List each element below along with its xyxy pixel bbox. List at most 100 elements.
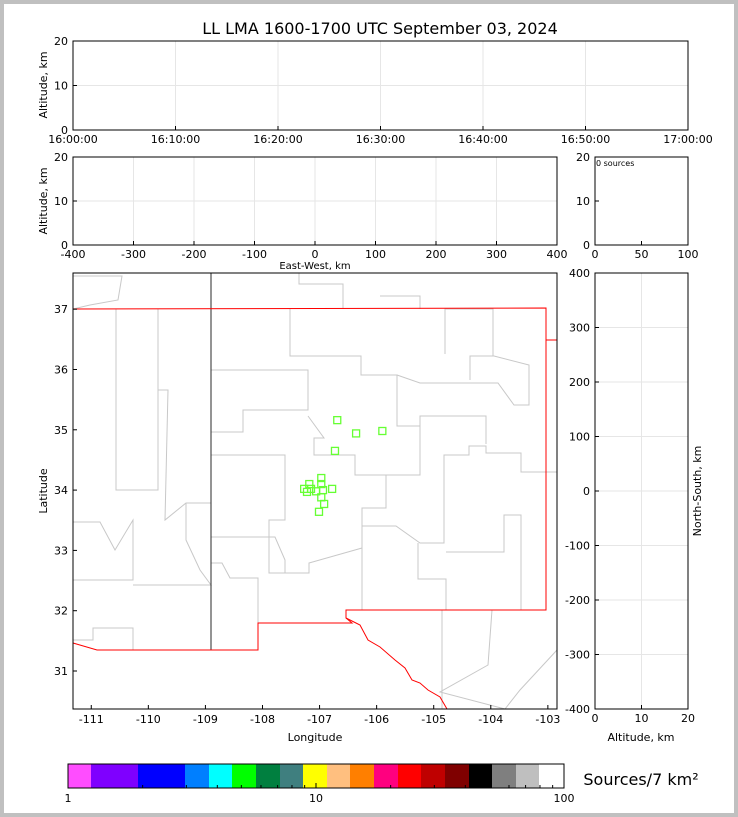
time-panel-ytick-label: 0 (61, 124, 68, 137)
lightning-source-marker (317, 473, 326, 483)
lightning-source-marker (333, 415, 342, 425)
colorbar-segment (374, 764, 398, 788)
map-xtick-label: -103 (535, 713, 560, 726)
county-border (211, 536, 286, 573)
county-border (211, 369, 309, 433)
county-border (115, 309, 159, 491)
colorbar-segment (209, 764, 232, 788)
ns-panel-xtick-label: 0 (592, 712, 599, 725)
colorbar-segment (280, 764, 303, 788)
ew-panel-xtick-label: 100 (365, 248, 386, 261)
county-border (133, 503, 212, 586)
hist-panel-bg (595, 157, 688, 245)
ew-panel-ytick-label: 10 (54, 195, 68, 208)
county-border (380, 295, 421, 309)
time-panel-xtick-label: 16:20:00 (253, 133, 302, 146)
colorbar-tick-label: 1 (65, 792, 72, 805)
lightning-source-marker (314, 507, 324, 516)
ew-panel-ytick-label: 0 (61, 239, 68, 252)
panel-frame (72, 156, 558, 246)
colorbar-segment (445, 764, 469, 788)
county-border (355, 445, 557, 544)
county-border (211, 454, 363, 574)
time-ylabel: Altitude, km (37, 51, 50, 118)
colorbar-segment (492, 764, 516, 788)
map-xtick-label: -106 (364, 713, 389, 726)
time-panel-ytick-label: 20 (54, 35, 68, 48)
time-panel-xtick-label: 17:00:00 (663, 133, 712, 146)
ns-panel-ytick-label: 300 (569, 322, 590, 335)
ew-panel-xtick-label: 200 (426, 248, 447, 261)
map-ytick-label: 32 (54, 605, 68, 618)
colorbar-tick-label: 100 (554, 792, 575, 805)
hist-panel-xtick-label: 100 (678, 248, 699, 261)
county-border (72, 275, 123, 310)
ew-panel-ytick-label: 20 (54, 151, 68, 164)
ns-panel-ytick-label: 100 (569, 431, 590, 444)
map-xtick-label: -109 (193, 713, 218, 726)
time-panel-xtick-label: 16:40:00 (458, 133, 507, 146)
hist-panel-ytick-label: 0 (583, 239, 590, 252)
hist-panel-xtick-label: 0 (592, 248, 599, 261)
ns-panel-xtick-label: 20 (681, 712, 695, 725)
county-border (504, 649, 558, 710)
lightning-source-marker (351, 429, 361, 438)
colorbar-segment (91, 764, 138, 788)
lightning-source-marker (317, 479, 326, 489)
colorbar-segment (303, 764, 327, 788)
county-border (444, 308, 494, 356)
border-rio-grande (345, 617, 448, 710)
map-ytick-label: 34 (54, 484, 68, 497)
colorbar-tick-label: 10 (309, 792, 323, 805)
colorbar-segment (350, 764, 374, 788)
ns-panel-ytick-label: -400 (565, 703, 590, 716)
county-border (298, 273, 344, 309)
panel-frame (594, 272, 689, 710)
ew-panel-xtick-label: 0 (312, 248, 319, 261)
colorbar-segment (185, 764, 209, 788)
colorbar-segment (232, 764, 256, 788)
ns-panel-ytick-label: 200 (569, 376, 590, 389)
time-panel-xtick-label: 16:50:00 (561, 133, 610, 146)
ns-ylabel: North-South, km (691, 446, 704, 537)
map-ytick-label: 36 (54, 363, 68, 376)
county-border (289, 309, 487, 444)
county-border (446, 514, 522, 610)
county-border (211, 562, 259, 623)
map-xtick-label: -107 (307, 713, 332, 726)
ns-panel-ytick-label: 400 (569, 267, 590, 280)
lightning-source-marker (306, 484, 316, 494)
ew-ylabel: Altitude, km (37, 167, 50, 234)
lightning-source-marker (378, 426, 387, 436)
ns-xlabel: Altitude, km (607, 731, 674, 744)
ew-xlabel: East-West, km (279, 261, 350, 272)
county-border (417, 543, 447, 610)
lightning-source-marker (327, 484, 337, 494)
map-ytick-label: 31 (54, 665, 68, 678)
map-xlabel: Longitude (288, 731, 343, 744)
colorbar-segment (138, 764, 185, 788)
time-panel-xtick-label: 16:30:00 (356, 133, 405, 146)
map-xtick-label: -110 (136, 713, 161, 726)
ew-panel-xtick-label: 400 (547, 248, 568, 261)
map-xtick-label: -104 (478, 713, 503, 726)
ns-panel-ytick-label: -100 (565, 540, 590, 553)
panel-frame (594, 156, 689, 246)
ns-panel-ytick-label: 0 (583, 485, 590, 498)
hist-panel-ytick-label: 20 (576, 151, 590, 164)
time-panel-xtick-label: 16:00:00 (48, 133, 97, 146)
map-xtick-label: -111 (79, 713, 104, 726)
sources-count: 0 sources (596, 159, 634, 168)
colorbar-segment (421, 764, 445, 788)
ns-panel-xtick-label: 10 (635, 712, 649, 725)
figure-title: LL LMA 1600-1700 UTC September 03, 2024 (202, 19, 558, 38)
colorbar-segment (256, 764, 280, 788)
colorbar-label: Sources/7 km² (583, 770, 698, 789)
ew-panel-xtick-label: 300 (486, 248, 507, 261)
map-xtick-label: -105 (421, 713, 446, 726)
colorbar-segment (539, 764, 564, 788)
ew-panel-xtick-label: -100 (242, 248, 267, 261)
colorbar-segment (469, 764, 492, 788)
